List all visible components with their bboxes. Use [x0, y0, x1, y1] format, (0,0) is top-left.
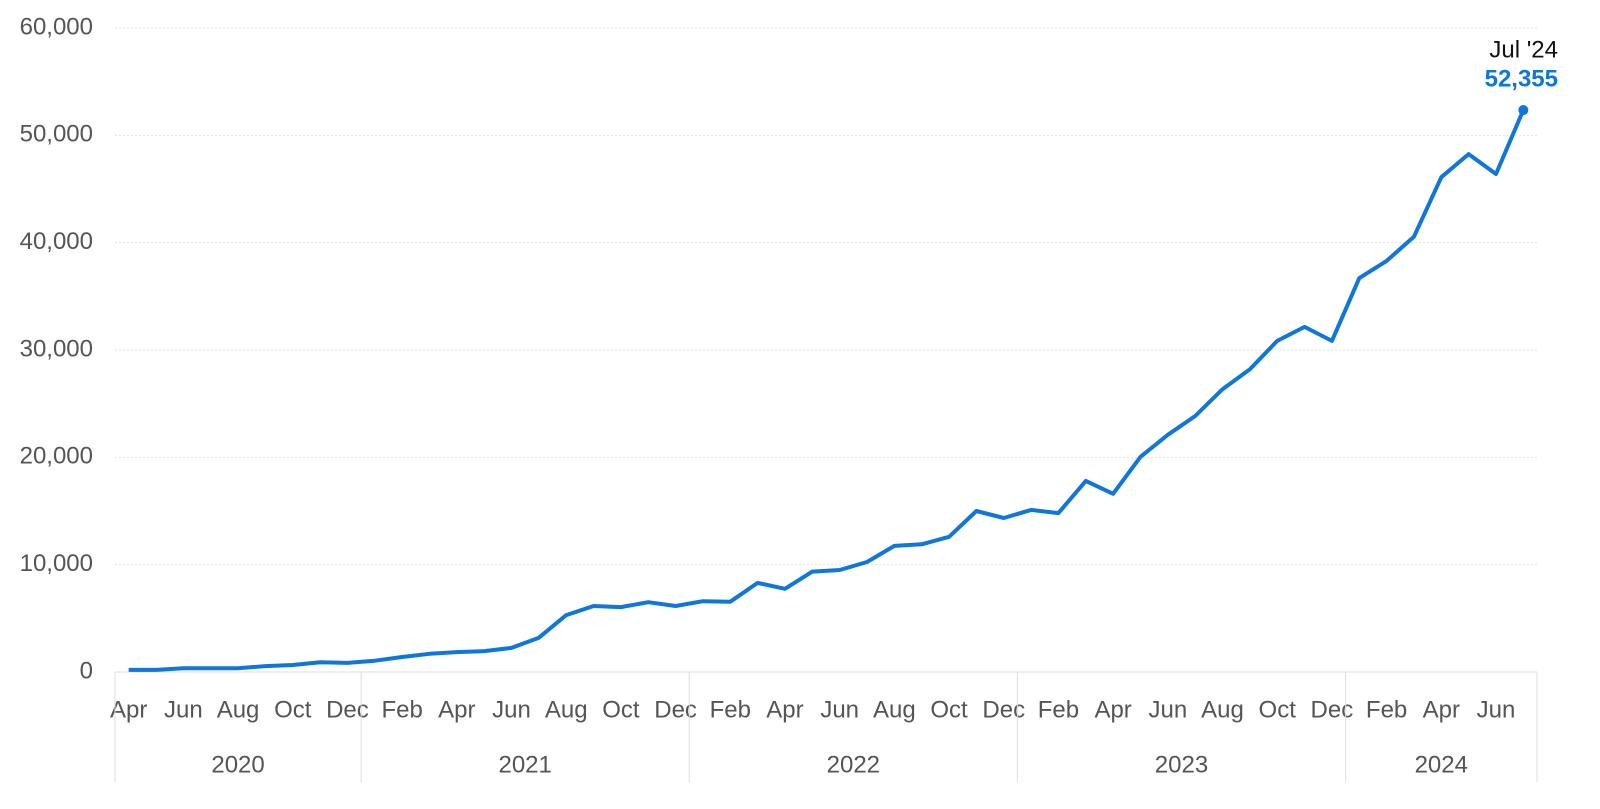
x-tick-label: Jun — [492, 696, 531, 723]
annotation: Jul '24 — [1489, 36, 1558, 63]
x-tick-label: Oct — [602, 696, 640, 723]
x-tick-label: Dec — [326, 696, 369, 723]
x-tick-label: Feb — [1038, 696, 1079, 723]
x-tick-label: Dec — [982, 696, 1025, 723]
x-tick-label: Apr — [110, 696, 147, 723]
y-tick-label: 10,000 — [20, 550, 93, 577]
x-tick-label: Oct — [274, 696, 312, 723]
x-tick-label: Dec — [654, 696, 697, 723]
x-tick-label: Jun — [1148, 696, 1187, 723]
y-tick-label: 0 — [80, 657, 93, 684]
end-point — [1518, 105, 1529, 116]
x-tick-label: Apr — [766, 696, 803, 723]
x-tick-label: Oct — [930, 696, 968, 723]
x-tick-label: Jun — [164, 696, 203, 723]
x-tick-label: Jun — [1477, 696, 1516, 723]
x-tick-label: Aug — [217, 696, 260, 723]
year-label: 2020 — [211, 751, 264, 778]
year-label: 2023 — [1155, 751, 1208, 778]
x-tick-label: Apr — [1094, 696, 1131, 723]
line-series — [128, 109, 1526, 672]
x-tick-label: Oct — [1259, 696, 1297, 723]
x-tick-label: Feb — [1366, 696, 1407, 723]
y-tick-label: 40,000 — [20, 228, 93, 255]
y-tick-label: 30,000 — [20, 335, 93, 362]
x-tick-label: Apr — [1423, 696, 1460, 723]
x-tick-label: Aug — [1201, 696, 1244, 723]
x-tick-label: Jun — [820, 696, 859, 723]
x-tick-label: Feb — [381, 696, 422, 723]
value-label: 52,355 — [1485, 65, 1558, 92]
y-tick-label: 60,000 — [20, 13, 93, 40]
y-tick-label: 20,000 — [20, 443, 93, 470]
x-tick-label: Dec — [1311, 696, 1354, 723]
year-label: 2022 — [827, 751, 880, 778]
x-tick-label: Aug — [545, 696, 588, 723]
x-tick-label: Apr — [438, 696, 475, 723]
year-label: 2021 — [498, 751, 551, 778]
y-tick-label: 50,000 — [20, 121, 93, 148]
x-tick-label: Feb — [710, 696, 751, 723]
year-label: 2024 — [1415, 751, 1468, 778]
x-tick-label: Aug — [873, 696, 916, 723]
